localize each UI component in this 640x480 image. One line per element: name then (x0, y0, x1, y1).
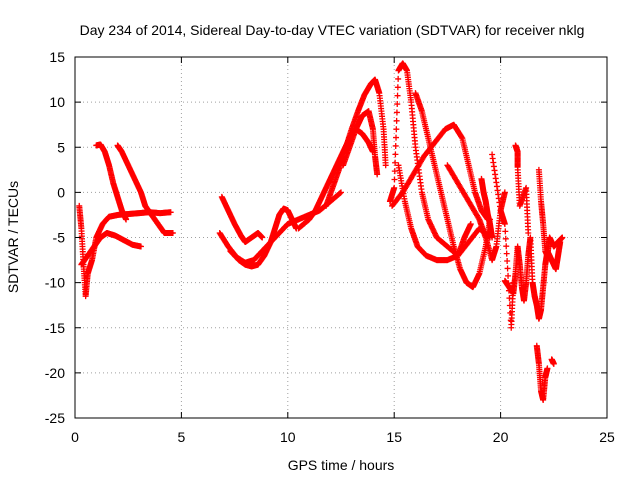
data-point (393, 126, 400, 133)
series-sat-t (535, 166, 566, 259)
data-series (76, 60, 566, 403)
data-point (392, 151, 399, 158)
data-point (391, 176, 398, 183)
data-point (391, 184, 398, 191)
y-tick-label: -10 (45, 275, 65, 291)
series-sat-i (323, 76, 389, 209)
data-point (502, 235, 509, 242)
data-point (123, 216, 130, 223)
data-point (167, 209, 174, 216)
y-axis-label: SDTVAR / TECUs (5, 181, 21, 293)
x-tick-label: 25 (599, 429, 615, 445)
series-sat-s (533, 342, 551, 403)
data-point (559, 234, 566, 241)
data-point (504, 258, 511, 265)
series-sat-v (512, 142, 532, 236)
data-point (395, 75, 402, 82)
series-sat-k (386, 60, 493, 259)
y-tick-label: -5 (53, 230, 66, 246)
data-point (259, 234, 266, 241)
data-point (501, 189, 508, 196)
data-point (504, 265, 511, 272)
grid (75, 57, 607, 418)
series-sat-p (478, 175, 496, 241)
series-sat-o (444, 162, 508, 264)
data-point (467, 220, 474, 227)
data-point (393, 134, 400, 141)
data-point (393, 109, 400, 116)
data-point (502, 228, 509, 235)
series-sat-c (93, 141, 130, 223)
series-sat-j (340, 108, 381, 178)
data-point (137, 243, 144, 250)
series-sat-d (114, 142, 176, 236)
data-point (505, 287, 512, 294)
data-point (374, 171, 381, 178)
data-point (550, 360, 557, 367)
data-point (505, 272, 512, 279)
series-sat-m (395, 162, 474, 264)
series-sat-a (76, 202, 174, 300)
series-sat-f (218, 193, 266, 246)
y-tick-label: -15 (45, 320, 65, 336)
y-tick-label: 15 (49, 49, 65, 65)
data-point (338, 189, 344, 196)
x-tick-label: 15 (386, 429, 402, 445)
data-point (544, 365, 551, 372)
data-point (503, 250, 510, 257)
y-tick-label: 0 (57, 184, 65, 200)
data-point (394, 101, 401, 108)
data-point (503, 243, 510, 250)
chart-title: Day 234 of 2014, Sidereal Day-to-day VTE… (80, 22, 585, 38)
y-tick-label: -20 (45, 365, 65, 381)
plot-frame (74, 56, 608, 419)
data-point (392, 159, 399, 166)
x-tick-label: 20 (493, 429, 509, 445)
data-point (392, 142, 399, 149)
series-sat-w (489, 151, 517, 331)
series-sat-g (227, 205, 300, 270)
data-point (501, 220, 508, 227)
data-point (489, 234, 496, 241)
x-axis-label: GPS time / hours (288, 457, 395, 473)
series-sat-b (78, 229, 144, 268)
y-tick-label: -25 (45, 410, 65, 426)
data-point (525, 229, 532, 236)
y-tick-label: 10 (49, 94, 65, 110)
data-point (394, 84, 401, 91)
data-point (393, 117, 400, 124)
series-sat-u (548, 356, 557, 367)
data-point (510, 279, 517, 286)
x-tick-label: 5 (178, 429, 186, 445)
x-tick-label: 10 (280, 429, 296, 445)
data-point (382, 162, 389, 169)
x-tick-label: 0 (71, 429, 79, 445)
y-tick-label: 5 (57, 139, 65, 155)
data-point (169, 229, 176, 236)
data-point (394, 92, 401, 99)
